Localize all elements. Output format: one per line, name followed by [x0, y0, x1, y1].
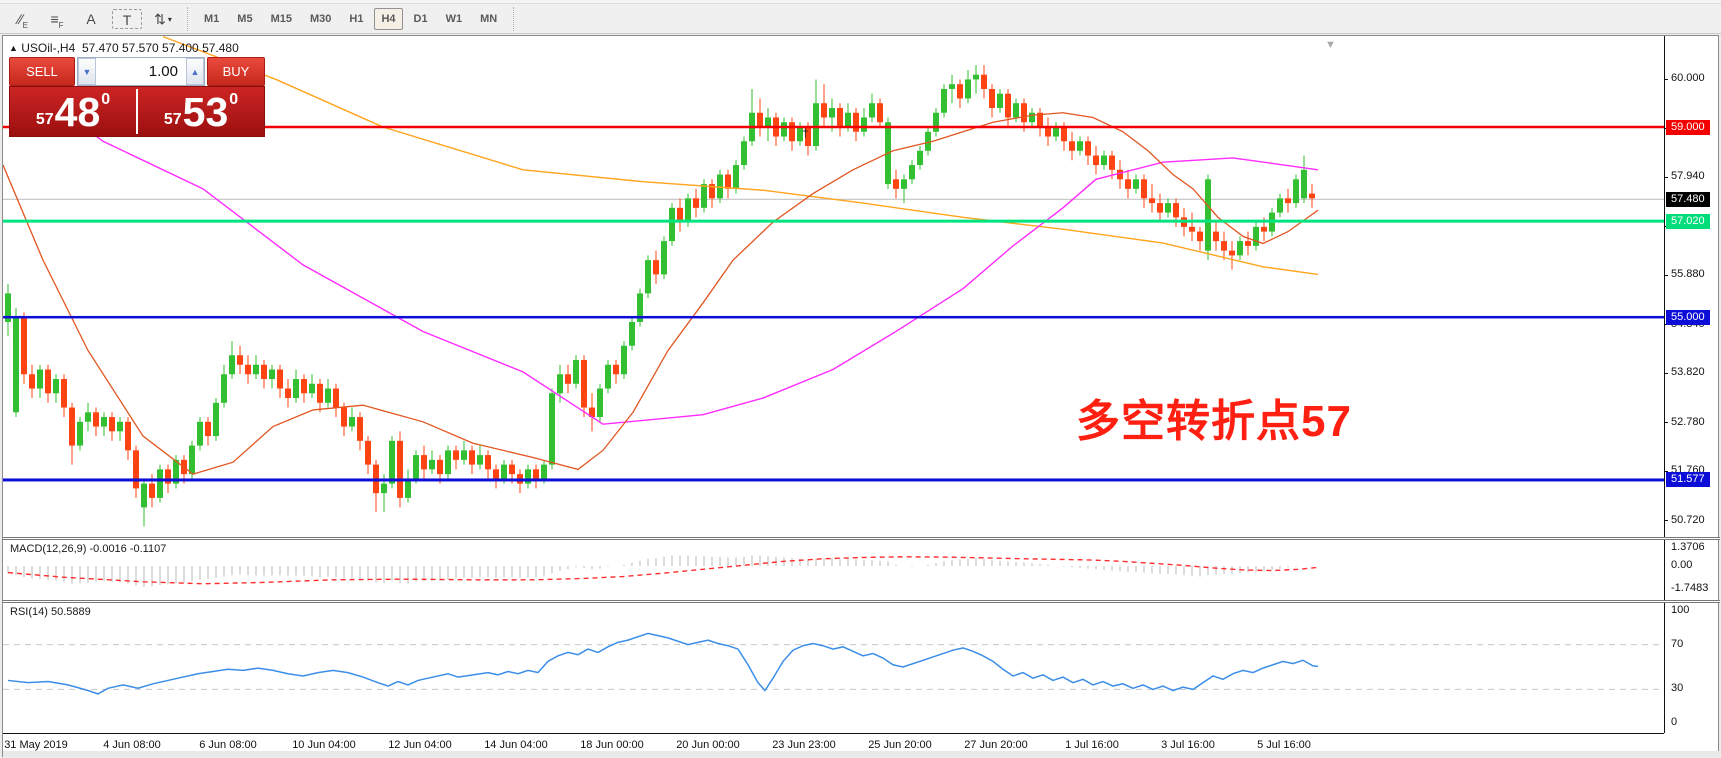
macd-indicator-chart[interactable] — [3, 541, 1664, 601]
volume-input[interactable]: 1.00 — [148, 63, 178, 80]
price-axis-tick — [1664, 78, 1668, 80]
sell-price-fraction: 0 — [101, 91, 111, 108]
macd-axis-label: 0.00 — [1671, 559, 1693, 571]
chart-title: ▲ USOil-,H4 57.470 57.570 57.400 57.480 — [9, 41, 239, 55]
price-axis-label: 52.780 — [1671, 415, 1705, 428]
price-badge-55.000: 55.000 — [1666, 309, 1710, 325]
symbol-timeframe-label: USOil-,H4 — [21, 41, 76, 55]
timeframe-button-h4[interactable]: H4 — [374, 7, 403, 30]
one-click-trading-panel: SELL ▼ 1.00 ▲ BUY 57 48 0 57 53 0 — [9, 57, 265, 137]
sell-price-handle: 57 — [35, 111, 54, 128]
rsi-line — [7, 632, 1319, 695]
timeframe-button-w1[interactable]: W1 — [445, 12, 463, 25]
timeframe-button-m15[interactable]: M15 — [270, 12, 292, 25]
chart-object-marker: † — [802, 126, 809, 140]
macd-signal-line — [7, 556, 1319, 585]
arrows-icon[interactable]: ⇅ ▾ — [154, 10, 172, 27]
price-axis-tick — [1664, 372, 1668, 374]
timeframe-button-h1[interactable]: H1 — [349, 12, 364, 25]
rsi-axis-label: 100 — [1671, 604, 1690, 616]
symbol-collapse-icon[interactable]: ▲ — [9, 43, 18, 53]
timeframe-button-mn[interactable]: MN — [480, 12, 498, 25]
pane-splitter[interactable] — [3, 600, 1720, 603]
timeframe-button-d1[interactable]: D1 — [413, 12, 428, 25]
price-axis-label: 50.720 — [1671, 513, 1705, 526]
time-axis-label: 31 May 2019 — [4, 739, 68, 751]
price-axis-label: 57.940 — [1671, 170, 1705, 183]
buy-price-pips: 53 — [182, 88, 229, 135]
price-badge-57.020: 57.020 — [1666, 213, 1710, 229]
time-axis-label: 27 Jun 20:00 — [964, 739, 1028, 751]
price-axis-tick — [1664, 470, 1668, 472]
main-price-chart[interactable] — [3, 36, 1664, 538]
chart-toolbar: ∕∕ E ≡ F A T ⇅ ▾ M1 M5 M15 M30 H1 H4 D1 W1 MN — [0, 4, 1721, 34]
price-axis-tick — [1664, 520, 1668, 522]
price-divider — [136, 89, 138, 134]
text-icon[interactable]: T — [112, 8, 142, 29]
sell-price-display[interactable]: 57 48 0 — [10, 87, 136, 136]
timeframe-button-m5[interactable]: M5 — [237, 12, 253, 25]
time-axis-label: 25 Jun 20:00 — [868, 739, 932, 751]
price-badge-57.480: 57.480 — [1666, 191, 1710, 207]
pane-splitter[interactable] — [3, 537, 1720, 540]
sell-button[interactable]: SELL — [9, 57, 75, 86]
price-axis-tick — [1664, 422, 1668, 424]
rsi-axis-label: 70 — [1671, 637, 1684, 650]
text-label-icon[interactable]: A — [86, 10, 96, 27]
time-axis-label: 10 Jun 04:00 — [292, 739, 356, 751]
window-bottom-strip — [3, 751, 1720, 757]
time-axis-label: 12 Jun 04:00 — [388, 739, 452, 751]
time-axis-border — [3, 733, 1664, 734]
time-axis-label: 14 Jun 04:00 — [484, 739, 548, 751]
time-axis-label: 23 Jun 23:00 — [772, 739, 836, 751]
volume-increase-icon[interactable]: ▲ — [186, 58, 204, 85]
price-axis-label: 55.880 — [1671, 268, 1705, 281]
rsi-indicator-label: RSI(14) 50.5889 — [10, 606, 91, 618]
rsi-indicator-chart[interactable] — [3, 604, 1664, 733]
quote-ohlc-values: 57.470 57.570 57.400 57.480 — [81, 41, 239, 55]
buy-price-display[interactable]: 57 53 0 — [138, 87, 264, 136]
upper-toolbar-sliver — [0, 0, 1721, 4]
macd-histogram-layer — [7, 555, 1313, 588]
time-axis-label: 4 Jun 08:00 — [103, 739, 161, 751]
rsi-axis-label: 30 — [1671, 682, 1684, 695]
macd-axis-label: -1.7483 — [1671, 581, 1709, 594]
volume-stepper: ▼ 1.00 ▲ — [77, 57, 205, 86]
fibonacci-icon[interactable]: ≡ F — [50, 10, 64, 30]
volume-decrease-icon[interactable]: ▼ — [78, 58, 96, 85]
price-axis-tick — [1664, 324, 1668, 326]
rsi-axis-label: 0 — [1671, 716, 1678, 728]
horizontal-level-lines[interactable] — [3, 125, 1664, 482]
buy-price-handle: 57 — [163, 111, 182, 128]
buy-price-fraction: 0 — [229, 91, 239, 108]
chart-shift-marker-icon[interactable]: ▼ — [1325, 39, 1336, 51]
price-badge-51.577: 51.577 — [1666, 472, 1710, 488]
price-axis-label: 53.820 — [1671, 366, 1705, 379]
price-badge-59.000: 59.000 — [1666, 119, 1710, 135]
equidistant-channel-icon[interactable]: ∕∕ E — [17, 10, 29, 30]
time-axis-label: 3 Jul 16:00 — [1161, 739, 1215, 751]
toolbar-separator — [187, 6, 188, 31]
macd-indicator-label: MACD(12,26,9) -0.0016 -0.1107 — [10, 543, 167, 555]
price-axis-tick — [1664, 176, 1668, 178]
time-axis-label: 6 Jun 08:00 — [199, 739, 257, 751]
moving-average-layer — [3, 36, 1319, 475]
sell-price-pips: 48 — [54, 88, 101, 135]
timeframe-button-m30[interactable]: M30 — [309, 12, 332, 25]
chart-window: ▲ USOil-,H4 57.470 57.570 57.400 57.480 … — [2, 35, 1720, 757]
timeframe-button-m1[interactable]: M1 — [204, 12, 220, 25]
price-axis-label: 60.000 — [1671, 72, 1705, 85]
macd-axis-label: 1.3706 — [1671, 540, 1705, 553]
time-axis-label: 5 Jul 16:00 — [1257, 739, 1311, 751]
toolbar-separator — [513, 6, 515, 31]
time-axis-label: 20 Jun 00:00 — [676, 739, 740, 751]
price-axis-tick — [1664, 274, 1668, 276]
time-axis-label: 1 Jul 16:00 — [1065, 739, 1119, 751]
chart-text-annotation[interactable]: 多空转折点57 — [1076, 397, 1352, 446]
time-axis-label: 18 Jun 00:00 — [580, 739, 644, 751]
buy-button[interactable]: BUY — [207, 57, 265, 86]
price-axis-border — [1664, 36, 1665, 733]
